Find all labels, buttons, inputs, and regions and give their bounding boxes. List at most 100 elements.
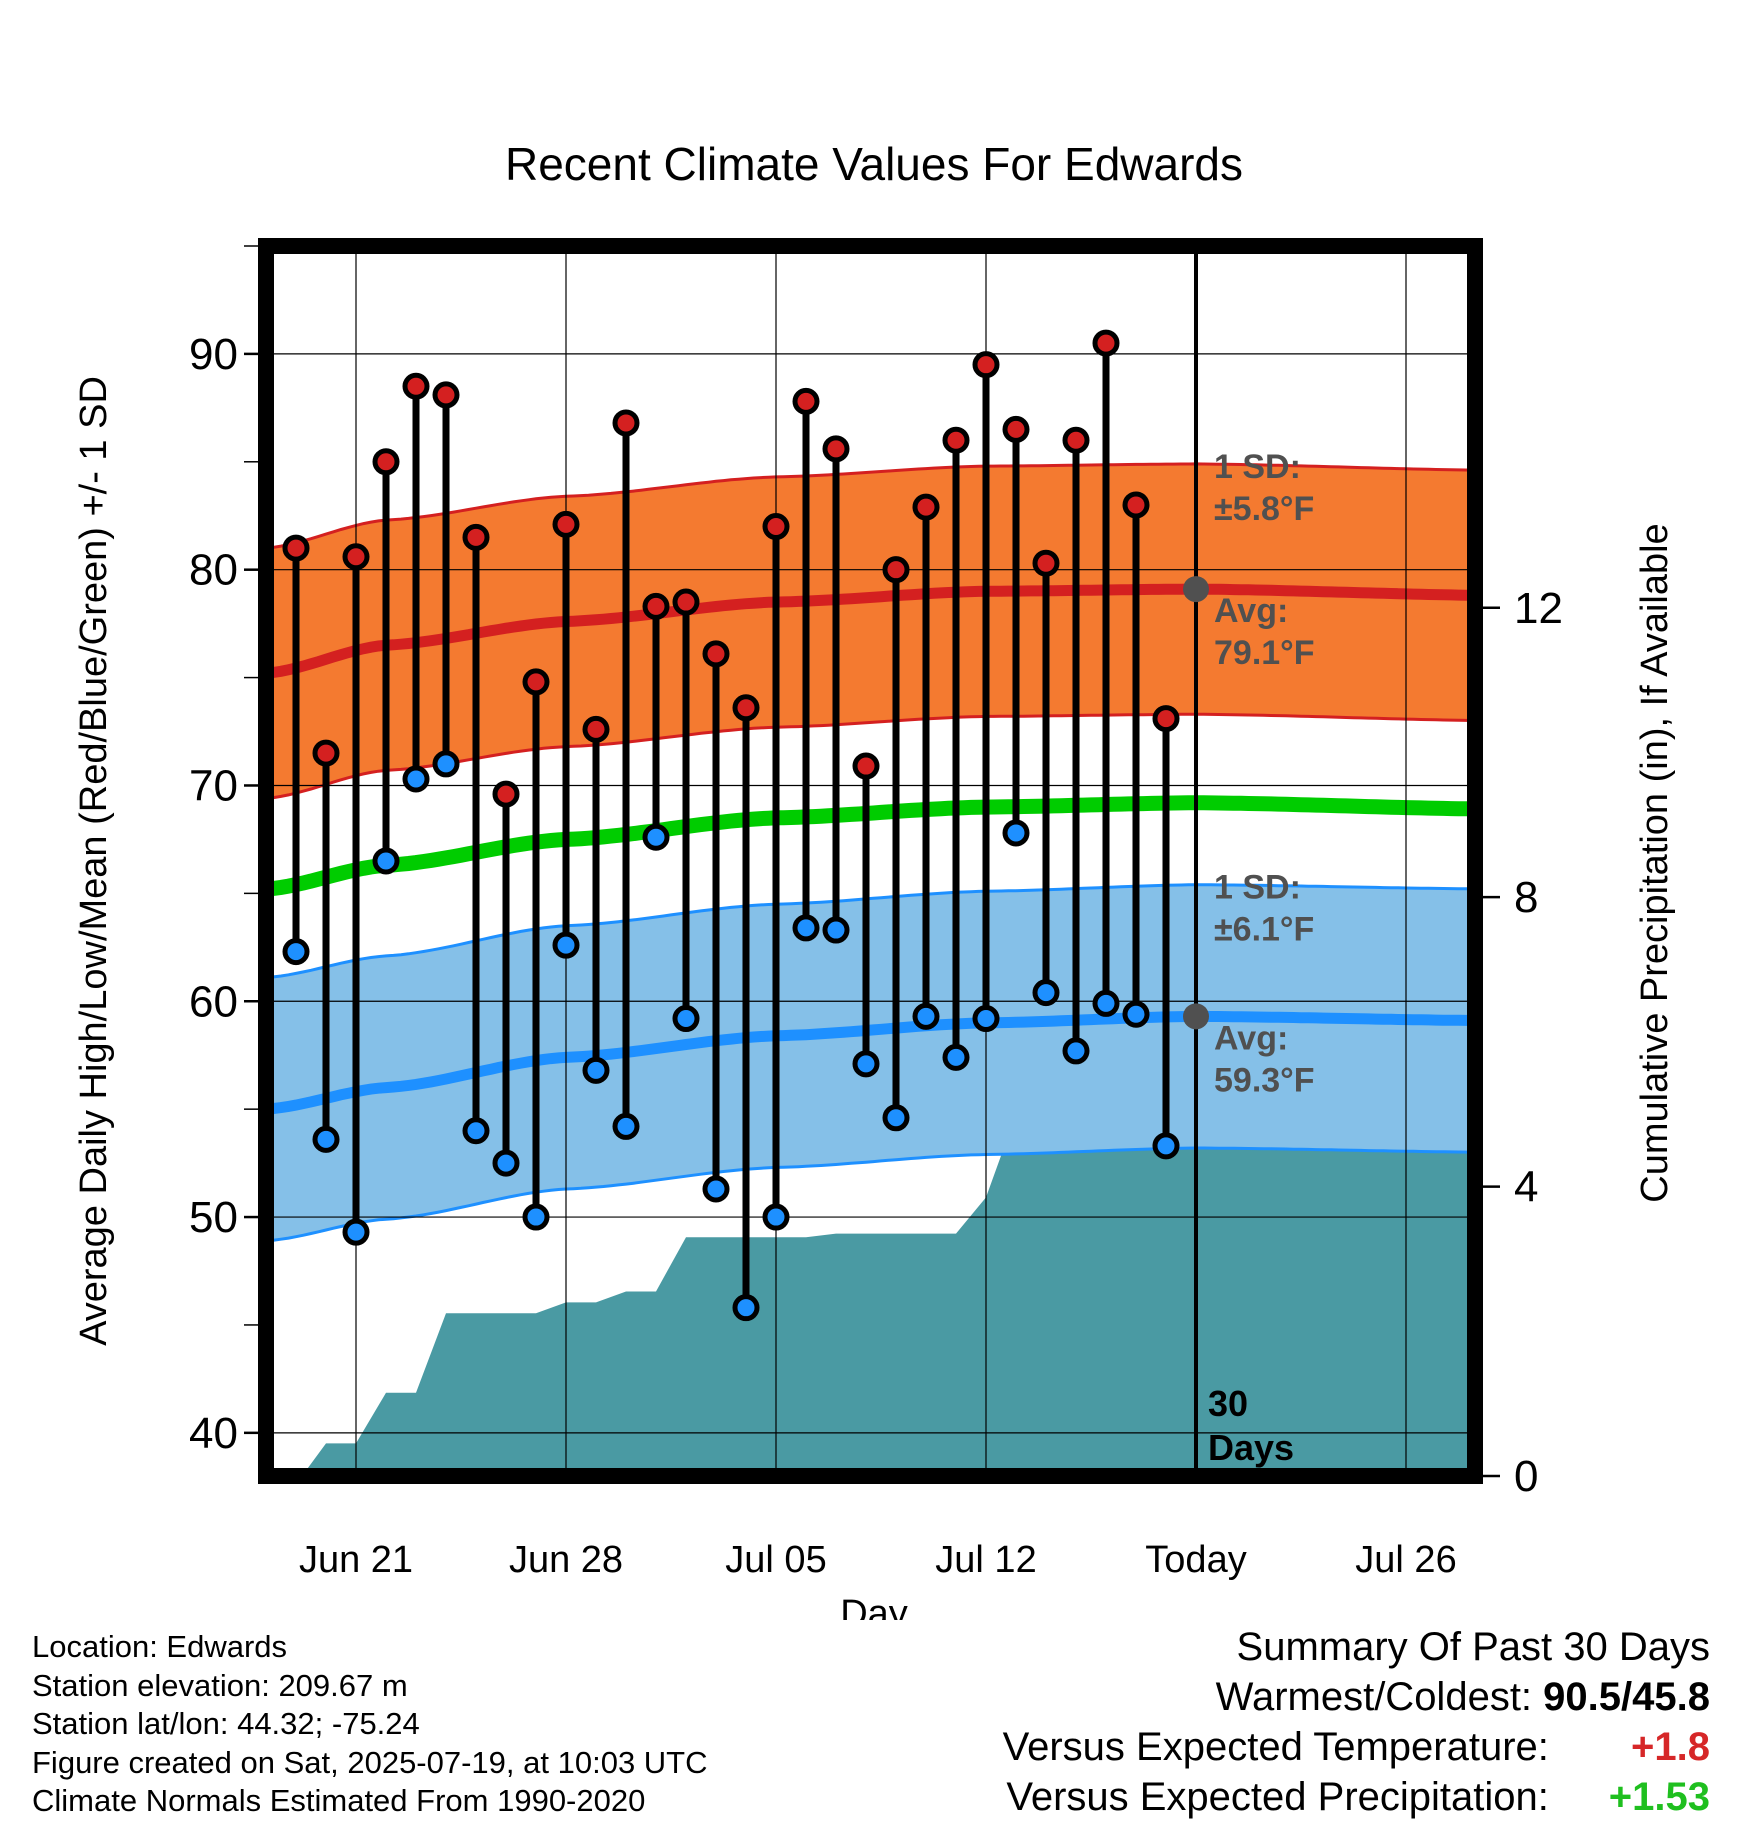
summary-panel: Summary Of Past 30 Days Warmest/Coldest:… bbox=[1003, 1622, 1710, 1822]
x-axis-label-today: Today bbox=[1145, 1539, 1246, 1581]
daily-high-point bbox=[672, 588, 700, 616]
x-axis-label-jul-12: Jul 12 bbox=[935, 1539, 1036, 1581]
daily-low-point bbox=[852, 1050, 880, 1078]
daily-high-point bbox=[582, 715, 610, 743]
daily-low-point bbox=[792, 914, 820, 942]
today-days-label-line1: 30 bbox=[1208, 1383, 1248, 1424]
daily-low-point bbox=[642, 823, 670, 851]
normal-low-avg-label: Avg: bbox=[1214, 1019, 1288, 1057]
daily-low-point bbox=[552, 931, 580, 959]
daily-low-point bbox=[1062, 1037, 1090, 1065]
daily-low-point bbox=[492, 1149, 520, 1177]
right-axis-title: Cumulative Precipitation (in), If Availa… bbox=[1634, 523, 1676, 1202]
daily-low-point bbox=[582, 1056, 610, 1084]
summary-precip-row: Versus Expected Precipitation: +1.53 bbox=[1003, 1772, 1710, 1822]
left-axis-label-40: 40 bbox=[189, 1409, 238, 1458]
elevation-text: Station elevation: 209.67 m bbox=[32, 1667, 408, 1703]
daily-high-point bbox=[1152, 705, 1180, 733]
warmest-label: Warmest/Coldest: bbox=[1215, 1675, 1533, 1719]
daily-high-point bbox=[552, 510, 580, 538]
summary-warmest-row: Warmest/Coldest: 90.5/45.8 bbox=[1003, 1672, 1710, 1722]
plot-area: 1 SD: ±5.8°F Avg: 79.1°F 1 SD: ±6.1°F Avg: 59.3… bbox=[73, 238, 1676, 1620]
daily-high-point bbox=[852, 752, 880, 780]
precip-label: Versus Expected Precipitation: bbox=[1006, 1775, 1549, 1819]
normal-low-sd-label: 1 SD: bbox=[1214, 869, 1301, 907]
left-axis-label-50: 50 bbox=[189, 1193, 238, 1242]
daily-high-point bbox=[342, 543, 370, 571]
x-axis-label-jul-26: Jul 26 bbox=[1355, 1539, 1456, 1581]
daily-low-point bbox=[1002, 819, 1030, 847]
daily-high-point bbox=[312, 739, 340, 767]
latlon-text: Station lat/lon: 44.32; -75.24 bbox=[32, 1706, 420, 1741]
plot-frame bbox=[258, 238, 1483, 1484]
right-axis-label-8: 8 bbox=[1514, 873, 1538, 922]
daily-low-point bbox=[402, 765, 430, 793]
precip-value: +1.53 bbox=[1608, 1775, 1710, 1819]
daily-low-point bbox=[312, 1125, 340, 1153]
daily-high-point bbox=[942, 426, 970, 454]
normal-mean-line bbox=[266, 795, 1475, 897]
daily-low-point bbox=[522, 1203, 550, 1231]
temp-label: Versus Expected Temperature: bbox=[1002, 1725, 1549, 1769]
summary-temp-row: Versus Expected Temperature: +1.8 bbox=[1003, 1722, 1710, 1772]
right-axis-label-0: 0 bbox=[1514, 1452, 1538, 1501]
normal-high-avg-value: 79.1°F bbox=[1214, 634, 1315, 672]
daily-high-point bbox=[492, 780, 520, 808]
summary-title: Summary Of Past 30 Days bbox=[1236, 1625, 1710, 1669]
normal-low-mean-line bbox=[266, 1010, 1475, 1115]
daily-high-point bbox=[762, 513, 790, 541]
today-days-label-line2: Days bbox=[1208, 1427, 1294, 1468]
daily-high-point bbox=[1032, 549, 1060, 577]
daily-high-point bbox=[732, 694, 760, 722]
daily-low-point bbox=[432, 750, 460, 778]
daily-low-point bbox=[462, 1117, 490, 1145]
daily-high-point bbox=[522, 668, 550, 696]
x-axis-label-jul-05: Jul 05 bbox=[725, 1539, 826, 1581]
daily-high-point bbox=[1062, 426, 1090, 454]
daily-high-point bbox=[882, 556, 910, 584]
location-text: Location: Edwards bbox=[32, 1629, 288, 1664]
daily-low-point bbox=[282, 938, 310, 966]
normal-high-avg-label: Avg: bbox=[1214, 592, 1288, 630]
daily-high-point bbox=[372, 448, 400, 476]
left-axis-title: Average Daily High/Low/Mean (Red/Blue/Gr… bbox=[73, 376, 115, 1346]
daily-high-point bbox=[822, 435, 850, 463]
daily-high-point bbox=[402, 372, 430, 400]
daily-low-point bbox=[372, 847, 400, 875]
daily-high-point bbox=[1122, 491, 1150, 519]
daily-high-point bbox=[462, 523, 490, 551]
normal-high-band-lower-edge bbox=[266, 712, 1475, 800]
right-axis-label-12: 12 bbox=[1514, 584, 1563, 633]
normal-low-band-lower-edge bbox=[266, 1146, 1475, 1243]
climate-chart: Recent Climate Values For Edwards 1 SD: ±… bbox=[73, 138, 1676, 1620]
x-axis-label-jun-28: Jun 28 bbox=[509, 1539, 623, 1581]
x-axis-label-jun-21: Jun 21 bbox=[299, 1539, 413, 1581]
daily-low-point bbox=[1032, 979, 1060, 1007]
warmest-value: 90.5/45.8 bbox=[1543, 1675, 1710, 1719]
chart-title: Recent Climate Values For Edwards bbox=[505, 138, 1243, 190]
daily-low-point bbox=[1092, 989, 1120, 1017]
daily-low-point bbox=[672, 1005, 700, 1033]
daily-high-point bbox=[912, 493, 940, 521]
normal-high-band-upper-edge bbox=[266, 462, 1475, 550]
daily-low-point bbox=[612, 1112, 640, 1140]
right-axis-label-4: 4 bbox=[1514, 1163, 1538, 1212]
daily-high-point bbox=[702, 640, 730, 668]
daily-high-point bbox=[432, 381, 460, 409]
daily-low-point bbox=[1122, 1000, 1150, 1028]
daily-low-point bbox=[822, 916, 850, 944]
daily-low-point bbox=[762, 1203, 790, 1231]
normal-low-band-upper-edge bbox=[266, 883, 1475, 979]
daily-high-point bbox=[612, 409, 640, 437]
left-axis-label-80: 80 bbox=[189, 546, 238, 595]
avg-low-marker bbox=[1183, 1003, 1209, 1030]
daily-high-point bbox=[1092, 329, 1120, 357]
normal-high-mean-line bbox=[266, 583, 1475, 679]
created-text: Figure created on Sat, 2025-07-19, at 10… bbox=[32, 1744, 708, 1780]
temp-value: +1.8 bbox=[1631, 1725, 1710, 1769]
left-axis-label-60: 60 bbox=[189, 977, 238, 1026]
daily-low-point bbox=[882, 1104, 910, 1132]
daily-high-point bbox=[642, 592, 670, 620]
daily-high-point bbox=[282, 534, 310, 562]
daily-high-point bbox=[792, 387, 820, 415]
